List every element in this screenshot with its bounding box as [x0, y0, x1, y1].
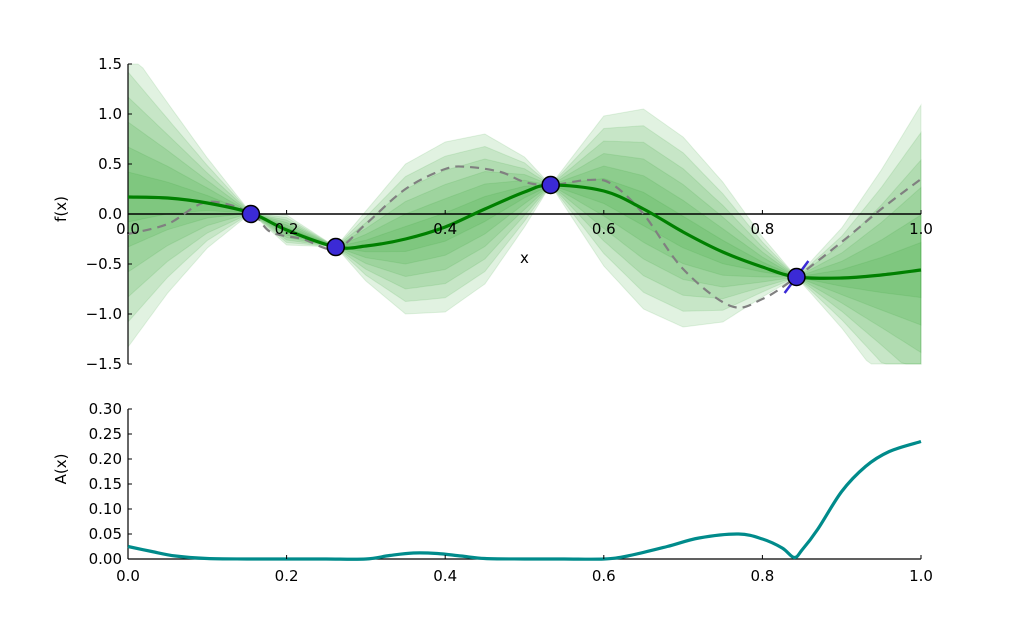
x-tick-label: 0.6 [592, 567, 616, 585]
uncertainty-band-4 [127, 95, 922, 365]
true-function-line [127, 165, 922, 309]
uncertainty-band-5 [127, 70, 922, 365]
acquisition-line [127, 439, 922, 561]
y-tick-group: 0.30 0.25 0.20 0.15 0.10 0.05 0.00 [89, 400, 132, 568]
uncertainty-band-2 [127, 146, 922, 326]
y-tick-label: −1.5 [86, 355, 122, 373]
y-tick-label: 0.05 [89, 525, 122, 543]
acquisition-panel: 0.0 0.2 0.4 0.6 0.8 1.0 0.300.250.200.150.100… [52, 400, 933, 585]
series-group [127, 165, 922, 309]
x-tick-group: 0.0 0.2 0.4 0.6 0.8 1.0 [116, 555, 933, 585]
x-tick-label: 0.0 [116, 220, 140, 238]
y-tick-label: −0.5 [86, 255, 122, 273]
y-axis-label: f(x) [52, 196, 70, 222]
x-tick-label: 0.4 [433, 220, 457, 238]
x-tick-label: 0.0 [116, 567, 140, 585]
uncertainty-band-3 [127, 121, 922, 354]
x-tick-label: 0.4 [433, 567, 457, 585]
y-tick-label: 0.10 [89, 500, 122, 518]
observation-point-4 [787, 267, 806, 287]
x-tick-label: 0.2 [275, 567, 299, 585]
series-group [127, 439, 922, 561]
x-tick-label: 1.0 [909, 567, 933, 585]
y-tick-group: 1.5 1.0 0.5 0.0 −0.5 −1.0 −1.5 [86, 55, 132, 373]
gp-posterior-panel: 0.0 0.2 0.4 0.6 0.8 1.0 1.5 1.0 0.5 0.0 −0.5 −1.0 −… [52, 55, 933, 373]
y-tick-label: 0.15 [89, 475, 122, 493]
x-tick-label: 0.8 [750, 220, 774, 238]
y-tick-label: 0.0 [98, 205, 122, 223]
x-tick-label: 1.0 [909, 220, 933, 238]
x-tick-label: 0.8 [750, 567, 774, 585]
x-tick-label: 0.6 [592, 220, 616, 238]
y-tick-label: 0.25 [89, 425, 122, 443]
y-tick-label: 1.5 [98, 55, 122, 73]
observation-point-3 [541, 175, 560, 195]
observation-point-1 [241, 204, 261, 224]
y-tick-label: 0.20 [89, 450, 122, 468]
y-axis-label: A(x) [52, 454, 70, 485]
x-tick-label: 0.2 [275, 220, 299, 238]
y-tick-label: 0.00 [89, 550, 122, 568]
y-tick-label: 0.30 [89, 400, 122, 418]
x-axis-label: x [520, 249, 529, 267]
y-tick-label: 0.5 [98, 155, 122, 173]
observations-group [241, 175, 810, 294]
y-tick-label: 1.0 [98, 105, 122, 123]
x-tick-group: 0.0 0.2 0.4 0.6 0.8 1.0 [116, 210, 933, 238]
observation-point-2 [326, 237, 346, 257]
uncertainty-band-1 [127, 171, 922, 299]
posterior-mean-line [127, 183, 922, 280]
y-tick-label: −1.0 [86, 305, 122, 323]
